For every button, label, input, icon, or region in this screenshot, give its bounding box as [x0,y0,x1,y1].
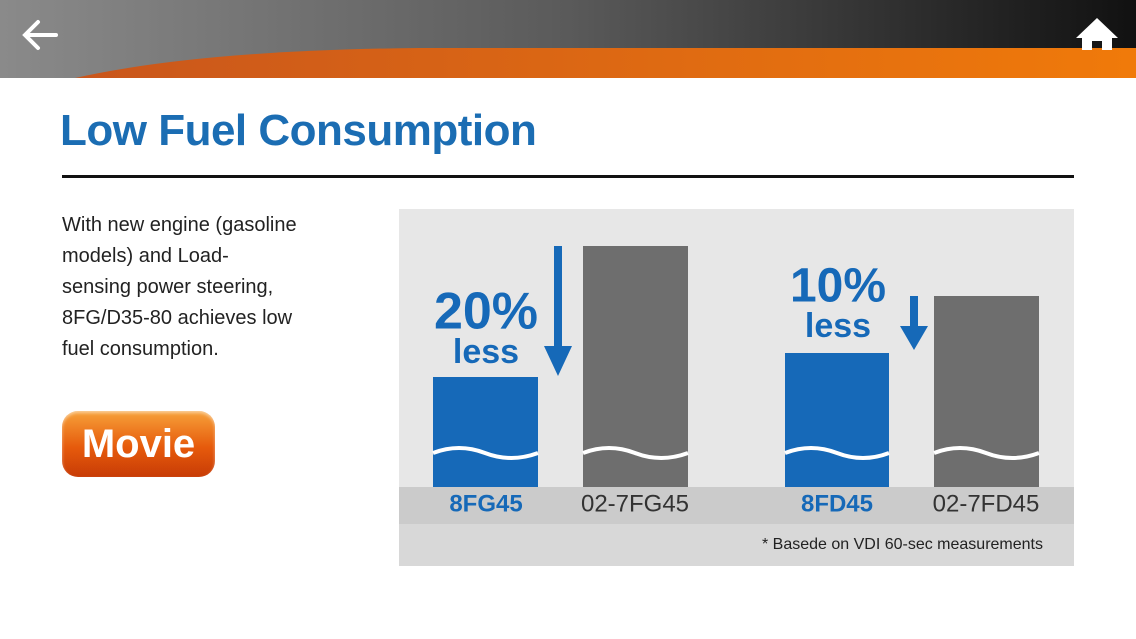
model-label: 8FD45 [801,490,873,517]
reduction: 10% [790,260,886,313]
footnote: * Basede on VDI 60-sec measurements [762,536,1043,553]
arrow [544,246,572,376]
reduction-word: less [453,333,519,371]
comparison-chart: 20% less 8FG45 02-7FG45 10% less 8FD45 0… [399,209,1074,566]
bar-new [433,377,538,487]
movie-button[interactable]: Movie [62,411,215,477]
home-button[interactable] [1076,18,1118,50]
bar-old [583,246,688,487]
model-label: 8FG45 [449,490,522,517]
model-label: 02-7FD45 [933,490,1040,517]
divider [62,175,1074,178]
arrow [900,296,928,350]
description: With new engine (gasoline models) and Lo… [62,214,297,360]
back-button[interactable] [22,20,58,50]
model-label: 02-7FG45 [581,490,689,517]
page-title: Low Fuel Consumption [60,106,537,155]
reduction: 20% [434,283,538,341]
reduction-word: less [805,307,871,345]
header-bar [0,0,1136,78]
bar-new [785,353,889,487]
